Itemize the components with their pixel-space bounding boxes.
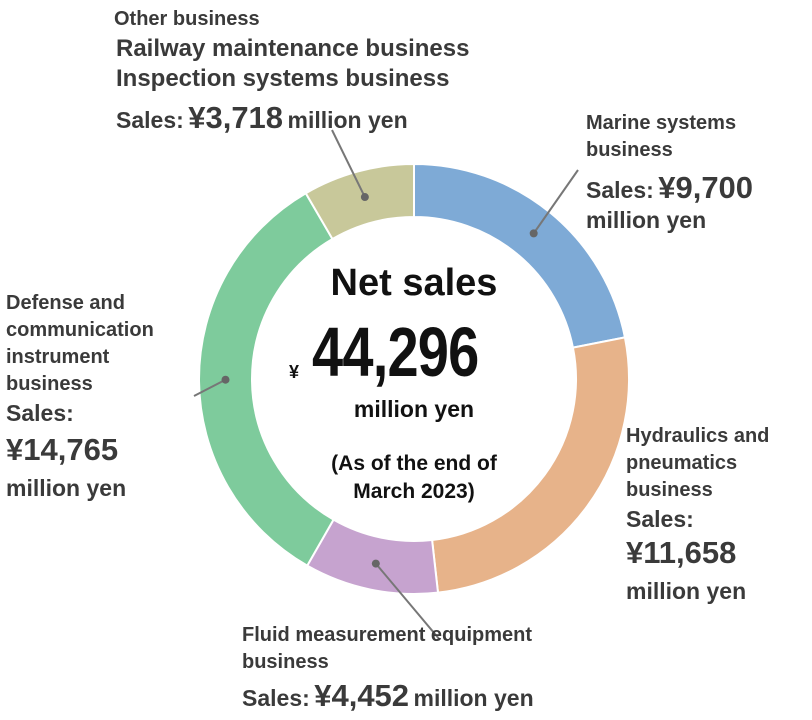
slice-defense <box>198 191 335 567</box>
fluid-label-line2: business <box>242 651 329 673</box>
leader-line-defense <box>193 378 226 397</box>
marine-sales-value: ¥9,700 <box>658 170 754 205</box>
other-sales-value: ¥3,718 <box>188 100 284 135</box>
total-unit: million yen <box>353 396 475 422</box>
defense-label-line3: instrument <box>6 346 110 368</box>
hydraulics-label-line3: business <box>626 479 713 501</box>
leader-line-fluid <box>375 562 441 641</box>
hydraulics-sales-unit: million yen <box>626 578 747 604</box>
slice-other <box>304 162 415 241</box>
total-value: 44,296 <box>312 313 479 391</box>
defense-sales-prefix: Sales: <box>6 400 74 426</box>
leader-dot-marine <box>529 229 538 238</box>
marine-sales-unit: million yen <box>586 207 707 233</box>
hydraulics-label-line1: Hydraulics and <box>626 425 770 447</box>
defense-label-line1: Defense and <box>6 292 125 314</box>
fluid-label-line1: Fluid measurement equipment <box>242 624 533 646</box>
marine-label-line2: business <box>586 139 673 161</box>
defense-label-line2: communication <box>6 319 154 341</box>
other-sales: Sales: ¥3,718 million yen <box>116 100 408 136</box>
defense-sales-value: ¥14,765 <box>6 432 119 467</box>
chart-title: Net sales <box>330 262 498 304</box>
leader-line-marine <box>532 169 579 234</box>
other-label-line1: Other business <box>114 8 260 30</box>
marine-label-line1: Marine systems <box>586 112 737 134</box>
fluid-sales-unit: million yen <box>413 685 534 711</box>
hydraulics-sales-prefix: Sales: <box>626 506 694 532</box>
other-sales-prefix: Sales: <box>116 107 184 133</box>
fluid-sales-value: ¥4,452 <box>314 678 410 713</box>
leader-line-other <box>331 129 366 198</box>
as-of-note-line1: (As of the end of <box>331 452 497 475</box>
other-label-line3: Inspection systems business <box>116 65 450 92</box>
fluid-sales: Sales: ¥4,452 million yen <box>242 678 534 714</box>
leader-dot-other <box>360 193 369 202</box>
marine-sales: Sales: ¥9,700 <box>586 170 753 206</box>
other-sales-unit: million yen <box>287 107 408 133</box>
total-currency: ¥ <box>289 362 300 382</box>
fluid-sales-prefix: Sales: <box>242 685 310 711</box>
marine-sales-prefix: Sales: <box>586 177 654 203</box>
hydraulics-label-line2: pneumatics <box>626 452 738 474</box>
as-of-note-line2: March 2023) <box>353 480 475 503</box>
hydraulics-sales-value: ¥11,658 <box>626 535 737 570</box>
defense-sales-unit: million yen <box>6 475 127 501</box>
other-label-line2: Railway maintenance business <box>116 35 470 62</box>
leader-dot-defense <box>221 375 230 384</box>
defense-label-line4: business <box>6 373 93 395</box>
leader-dot-fluid <box>371 559 380 568</box>
